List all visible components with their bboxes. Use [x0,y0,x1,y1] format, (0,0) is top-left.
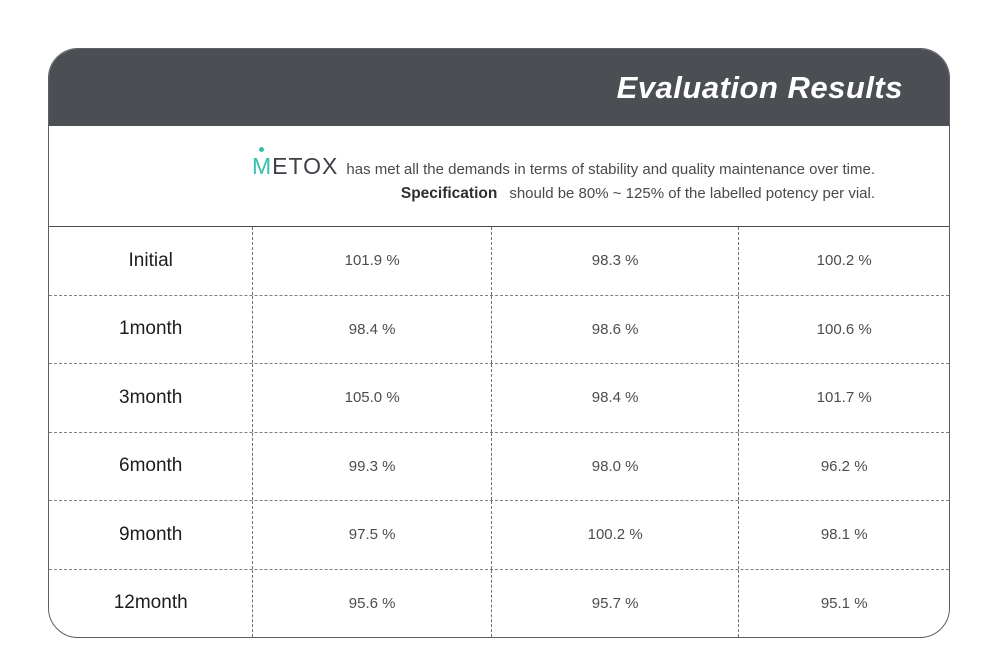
potency-value: 100.2 % [490,501,739,569]
specification-line: Specification should be 80% ~ 125% of th… [401,185,875,203]
page-title: Evaluation Results [616,69,903,105]
potency-value: 98.3 % [490,227,739,295]
brand-dot-icon [259,147,264,152]
evaluation-results-card: Evaluation Results METOX has met all the… [48,48,950,638]
potency-value: 98.0 % [490,432,739,500]
potency-value: 101.9 % [252,227,491,295]
title-bar: Evaluation Results [49,49,949,126]
potency-value: 99.3 % [252,432,491,500]
stability-results-table: Initial 101.9 % 98.3 % 100.2 % 1month 98… [49,227,949,637]
potency-value: 96.2 % [738,432,949,500]
potency-value: 100.6 % [738,295,949,363]
table-row: 12month 95.6 % 95.7 % 95.1 % [49,568,949,637]
row-label: 6month [119,455,183,477]
potency-value: 98.1 % [738,501,949,569]
potency-value: 95.1 % [738,569,949,637]
row-label: Initial [128,249,173,271]
intro-section: METOX has met all the demands in terms o… [49,126,949,227]
potency-value: 101.7 % [738,364,949,432]
brand-highlight: M [252,153,273,179]
table-row: 1month 98.4 % 98.6 % 100.6 % [49,294,949,363]
table-row: 3month 105.0 % 98.4 % 101.7 % [49,363,949,432]
specification-label: Specification [400,185,498,202]
potency-value: 100.2 % [738,227,949,295]
potency-value: 98.6 % [490,295,739,363]
table-row: 6month 99.3 % 98.0 % 96.2 % [49,431,949,500]
potency-value: 95.7 % [490,569,739,637]
potency-value: 105.0 % [252,364,491,432]
row-label: 12month [113,592,188,614]
metox-logo: METOX [252,147,339,179]
row-label: 9month [119,523,183,545]
row-label: 1month [119,318,183,340]
potency-value: 95.6 % [252,569,491,637]
intro-statement-line: METOX has met all the demands in terms o… [252,147,875,179]
row-label: 3month [119,386,183,408]
potency-value: 98.4 % [252,295,491,363]
potency-value: 97.5 % [252,501,491,569]
brand-rest: ETOX [272,153,339,179]
potency-value: 98.4 % [490,364,739,432]
table-row: Initial 101.9 % 98.3 % 100.2 % [49,227,949,295]
specification-text: should be 80% ~ 125% of the labelled pot… [509,185,875,202]
table-row: 9month 97.5 % 100.2 % 98.1 % [49,500,949,569]
intro-statement: has met all the demands in terms of stab… [346,161,875,178]
